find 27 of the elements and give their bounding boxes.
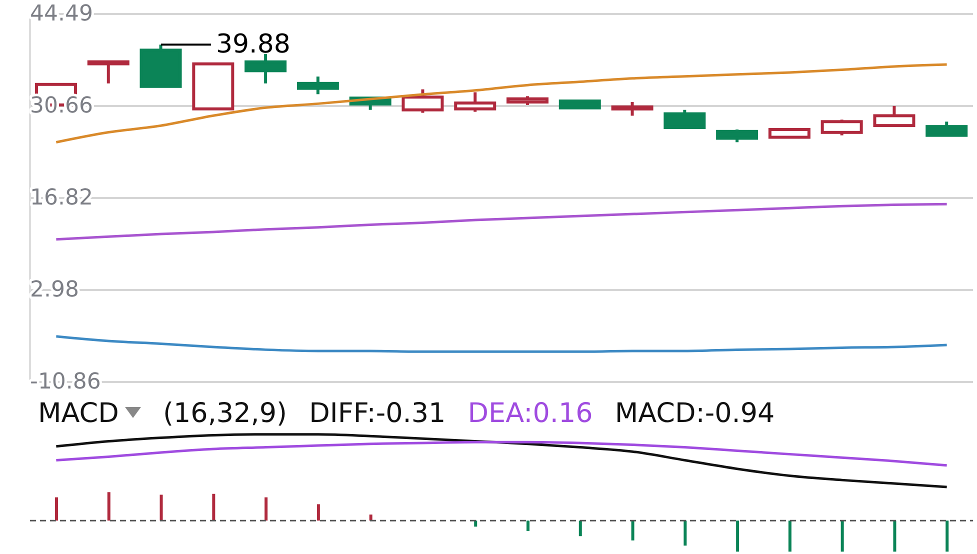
- bar: [893, 520, 896, 552]
- annotation: 39.88: [216, 30, 290, 60]
- bar: [316, 504, 320, 521]
- bar: [946, 520, 949, 552]
- y-tick-label: 16.82: [30, 185, 93, 210]
- bar: [107, 492, 110, 521]
- y-tick-label: 2.98: [30, 277, 79, 302]
- bar: [684, 520, 687, 546]
- bar: [212, 494, 216, 521]
- chart-subtitle: (16,32,9): [162, 398, 288, 428]
- bar: [160, 494, 163, 521]
- bar: [788, 520, 792, 552]
- y-tick-label: -10.86: [30, 370, 101, 394]
- bar: [55, 497, 58, 521]
- text: MACD:-0.94: [614, 398, 775, 428]
- bar: [264, 497, 268, 521]
- bar: [369, 514, 372, 521]
- bar: [526, 520, 530, 531]
- bar: [840, 520, 844, 552]
- series-label: DEA:0.16: [468, 398, 593, 428]
- bar: [736, 520, 740, 552]
- y-tick-label: 44.49: [30, 2, 93, 26]
- bar: [631, 520, 634, 540]
- chart-title: MACD: [38, 398, 119, 428]
- line-series: [54, 335, 948, 353]
- series-label: DIFF:-0.31: [309, 398, 446, 428]
- bar: [578, 520, 582, 536]
